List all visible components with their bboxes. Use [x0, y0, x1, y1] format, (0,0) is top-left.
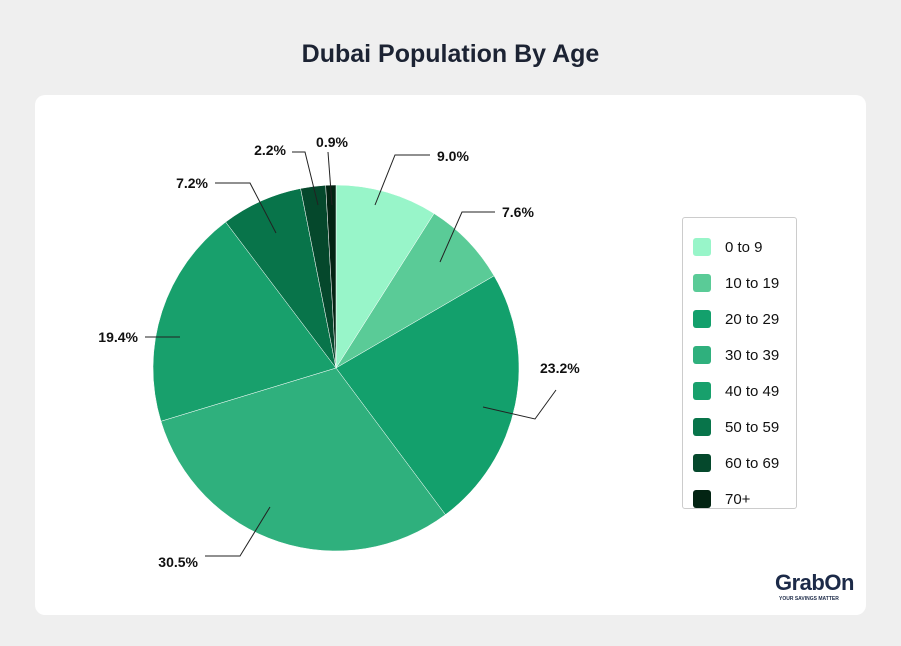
pie-slice-3: [160, 367, 446, 552]
legend-swatch: [693, 490, 711, 508]
data-label: 30.5%: [158, 554, 198, 570]
legend-label: 60 to 69: [725, 454, 780, 472]
legend-item: 50 to 59: [693, 409, 796, 445]
leader-line: [482, 389, 557, 420]
legend-swatch: [693, 346, 711, 364]
legend-label: 0 to 9: [725, 238, 763, 256]
legend-swatch: [693, 418, 711, 436]
legend-item: 0 to 9: [693, 229, 796, 265]
grabon-logo: GrabOn YOUR SAVINGS MATTER: [775, 570, 855, 610]
legend-item: 70+: [693, 481, 796, 517]
pie-slice-2: [335, 275, 520, 516]
legend-label: 50 to 59: [725, 418, 780, 436]
legend-swatch: [693, 310, 711, 328]
legend-item: 20 to 29: [693, 301, 796, 337]
leader-line: [327, 151, 333, 206]
logo-name: GrabOn: [775, 570, 854, 595]
legend-item: 30 to 39: [693, 337, 796, 373]
legend-label: 30 to 39: [725, 346, 780, 364]
legend-swatch: [693, 238, 711, 256]
data-label: 7.6%: [502, 204, 534, 220]
legend-label: 70+: [725, 490, 751, 508]
data-label: 19.4%: [98, 329, 138, 345]
data-label: 0.9%: [316, 134, 348, 150]
legend-swatch: [693, 274, 711, 292]
data-label: 7.2%: [176, 175, 208, 191]
leader-line: [292, 151, 319, 206]
legend: 0 to 9 10 to 19 20 to 29 30 to 39 40 to …: [682, 217, 797, 509]
legend-swatch: [693, 382, 711, 400]
data-label: 9.0%: [437, 148, 469, 164]
chart-title: Dubai Population By Age: [301, 40, 600, 68]
legend-item: 40 to 49: [693, 373, 796, 409]
legend-swatch: [693, 454, 711, 472]
legend-label: 40 to 49: [725, 382, 780, 400]
pie-slice-0: [335, 184, 435, 369]
leader-line: [374, 154, 430, 206]
legend-item: 10 to 19: [693, 265, 796, 301]
leader-line: [215, 182, 277, 234]
legend-label: 20 to 29: [725, 310, 780, 328]
leader-line: [439, 211, 495, 263]
pie-slice-4: [152, 221, 337, 422]
data-label: 2.2%: [254, 142, 286, 158]
leader-line: [205, 506, 271, 557]
logo-tagline: YOUR SAVINGS MATTER: [779, 596, 839, 602]
legend-item: 60 to 69: [693, 445, 796, 481]
data-label: 23.2%: [540, 360, 580, 376]
legend-label: 10 to 19: [725, 274, 780, 292]
